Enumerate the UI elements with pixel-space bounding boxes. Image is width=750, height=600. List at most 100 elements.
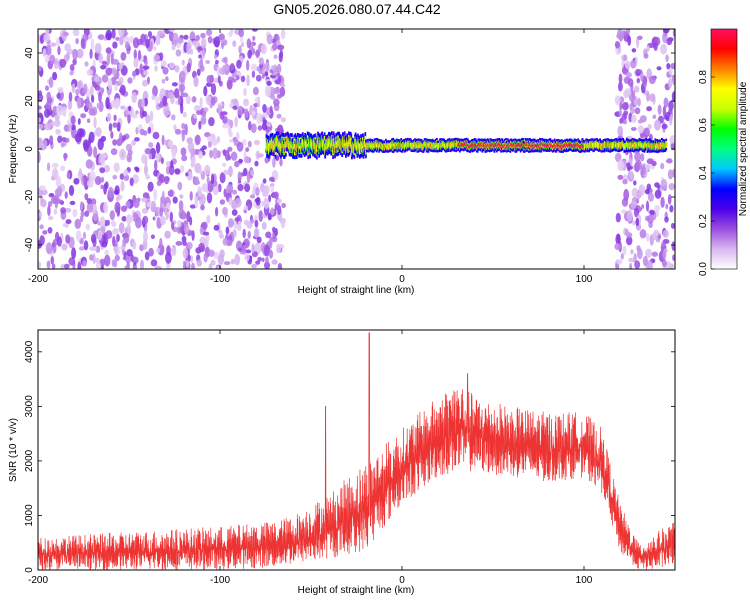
heatmap-cell (118, 29, 125, 38)
heatmap-cell (88, 108, 96, 116)
heatmap-cell (665, 54, 669, 63)
heatmap-cell (277, 262, 283, 269)
heatmap-cell (119, 173, 125, 180)
heatmap-cell (199, 97, 203, 109)
heatmap-cell (168, 29, 176, 32)
heatmap-cell (180, 103, 184, 114)
heatmap-cell (135, 167, 140, 173)
heatmap-cell (114, 201, 121, 214)
heatmap-cell (96, 102, 101, 110)
heatmap-cell (237, 171, 242, 182)
heatmap-cell (90, 233, 97, 244)
heatmap-cell (152, 85, 158, 97)
heatmap-cell (79, 201, 84, 211)
heatmap-cell (615, 233, 621, 246)
heatmap-cell (157, 30, 164, 37)
heatmap-cell (201, 183, 208, 192)
heatmap-cell (65, 137, 70, 143)
heatmap-cell (626, 209, 633, 222)
heatmap-cell (640, 153, 645, 162)
heatmap-cell (668, 67, 673, 76)
heatmap-cell (268, 238, 273, 249)
y-tick-label: -40 (24, 237, 35, 252)
heatmap-cell (662, 249, 667, 260)
x-tick-label: 0 (399, 575, 405, 586)
heatmap-cell (662, 105, 667, 117)
heatmap-cell (51, 263, 56, 269)
heatmap-cell (205, 82, 213, 87)
heatmap-cell (38, 138, 44, 149)
heatmap-cell (636, 69, 643, 74)
heatmap-cell (276, 63, 282, 74)
heatmap-cell (50, 256, 55, 265)
heatmap-cell (242, 228, 246, 239)
heatmap-cell (127, 149, 133, 156)
y-tick-label: 4000 (24, 340, 35, 363)
heatmap-cell (106, 53, 111, 66)
heatmap-cell (164, 207, 168, 216)
heatmap-cell (228, 218, 234, 228)
heatmap-cell (615, 212, 621, 223)
y-tick-label: 2000 (24, 449, 35, 472)
heatmap-cell (210, 96, 216, 107)
heatmap-cell (84, 210, 90, 217)
heatmap-cell (100, 64, 107, 70)
heatmap-cell (626, 162, 631, 168)
heatmap-cell (637, 35, 643, 40)
heatmap-cell (234, 160, 240, 168)
heatmap-cell (153, 188, 158, 201)
heatmap-cell (154, 265, 162, 269)
heatmap-cell (131, 256, 139, 264)
heatmap-cell (159, 237, 163, 250)
heatmap-cell (113, 189, 119, 195)
heatmap-cell (120, 52, 127, 61)
heatmap-cell (625, 88, 632, 98)
heatmap-cell (64, 191, 68, 199)
heatmap-cell (89, 85, 94, 98)
heatmap-cell (265, 256, 269, 264)
heatmap-cell (185, 95, 191, 105)
heatmap-cell (94, 42, 102, 54)
heatmap-cell (208, 263, 213, 269)
heatmap-cell (57, 236, 62, 247)
heatmap-cell (82, 260, 87, 267)
heatmap-cell (251, 29, 258, 32)
heatmap-cell (269, 176, 275, 182)
heatmap-cell (193, 76, 199, 88)
heatmap-cell (132, 70, 137, 77)
heatmap-cell (633, 85, 640, 93)
heatmap-cell (104, 249, 109, 256)
heatmap-cell (129, 177, 134, 187)
heatmap-cell (201, 221, 208, 230)
heatmap-cell (70, 115, 76, 125)
heatmap-cell (244, 183, 251, 193)
heatmap-cell (222, 206, 228, 216)
heatmap-cell (210, 83, 217, 96)
heatmap-cell (171, 43, 176, 51)
heatmap-y-label: Frequency (Hz) (8, 115, 19, 184)
heatmap-cell (119, 35, 124, 46)
heatmap-cell (274, 79, 281, 85)
heatmap-cell (51, 242, 56, 248)
heatmap-cell (661, 123, 668, 130)
heatmap-cell (620, 253, 624, 260)
heatmap-cell (623, 119, 628, 125)
heatmap-cell (177, 37, 184, 44)
heatmap-cell (112, 41, 118, 49)
heatmap-cell (180, 85, 184, 97)
heatmap-cell (46, 260, 51, 269)
heatmap-cell (173, 124, 177, 131)
heatmap-cell (248, 120, 252, 131)
heatmap-cell (257, 153, 264, 158)
heatmap-cell (171, 114, 176, 121)
heatmap-cell (653, 229, 660, 237)
heatmap-cell (93, 76, 100, 83)
heatmap-cell (128, 35, 135, 44)
heatmap-cell (106, 112, 112, 122)
heatmap-cell (65, 219, 72, 225)
heatmap-cell (270, 184, 275, 194)
heatmap-cell (144, 148, 152, 155)
heatmap-cell (39, 211, 43, 218)
heatmap-cell (262, 104, 267, 113)
heatmap-cell (99, 258, 106, 267)
